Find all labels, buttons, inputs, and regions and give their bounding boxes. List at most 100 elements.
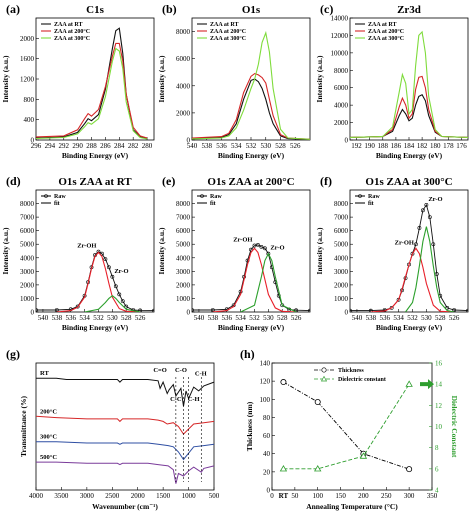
raw-point xyxy=(368,308,373,312)
thickness-point xyxy=(280,379,287,386)
y-tick-label: 6000 xyxy=(176,227,191,235)
x-axis-label: Wavenumber (cm⁻¹) xyxy=(92,502,158,511)
x-tick-label: 280 xyxy=(142,142,153,150)
raw-point xyxy=(424,203,429,207)
x-tick-label: 288 xyxy=(86,142,97,150)
y-tick-label: 0 xyxy=(31,309,35,317)
y-tick-label: 8000 xyxy=(176,28,191,36)
legend-label: ZAA at RT xyxy=(210,22,238,28)
x-tick-label: 536 xyxy=(221,314,232,322)
y-tick-label: 5000 xyxy=(176,241,191,249)
y2-tick-label: 14 xyxy=(435,381,443,389)
raw-point xyxy=(152,308,154,312)
y-tick-label: 400 xyxy=(24,116,35,124)
legend-label: ZAA at 300°C xyxy=(54,35,90,42)
x-tick-label: 500 xyxy=(209,492,220,500)
panel-title: O1s xyxy=(242,4,261,16)
y-tick-label: 1200 xyxy=(20,76,35,84)
x-tick-label: 530 xyxy=(107,314,118,322)
x-tick-label: 0 xyxy=(270,492,274,500)
x-tick-label: 190 xyxy=(364,142,375,150)
raw-point xyxy=(138,308,143,312)
raw-point xyxy=(96,249,101,254)
x-tick-label: 538 xyxy=(202,142,213,150)
raw-point xyxy=(36,308,38,312)
panel-label: (f) xyxy=(320,174,332,188)
series-label: 300°C xyxy=(40,434,57,441)
x-tick-label: 188 xyxy=(378,142,389,150)
x-tick-label: 530 xyxy=(263,314,274,322)
x-tick-label: 296 xyxy=(31,142,42,150)
y-tick-label: 7000 xyxy=(334,214,349,222)
legend-marker xyxy=(44,194,48,198)
x-tick-label: 540 xyxy=(352,314,363,322)
x-tick-label: 50 xyxy=(291,492,299,500)
legend-label: fit xyxy=(210,201,216,207)
y-tick-label: 20 xyxy=(263,468,271,476)
y-tick-label: 800 xyxy=(24,96,35,104)
y-tick-label: 2000 xyxy=(334,281,349,289)
x-tick-label: 186 xyxy=(391,142,402,150)
x-tick-label: 1000 xyxy=(182,492,197,500)
x-tick-label: 532 xyxy=(246,142,257,150)
y-tick-label: 8000 xyxy=(334,67,349,75)
x-tick-label: 290 xyxy=(72,142,83,150)
y-tick-label: 2000 xyxy=(20,35,35,43)
x-tick-label: 176 xyxy=(456,142,467,150)
series-label: 200°C xyxy=(40,408,57,415)
series-label: RT xyxy=(40,370,49,377)
y-axis-label: Transmittance (%) xyxy=(19,396,28,457)
raw-point xyxy=(417,226,422,230)
arrow-icon xyxy=(420,379,434,390)
y-tick-label: 100 xyxy=(260,396,271,404)
y2-axis-label: Dielectric Constant xyxy=(450,396,459,458)
series-line-zaa-at-200-c xyxy=(350,75,468,138)
y-tick-label: 8000 xyxy=(176,200,191,208)
panel-e: (e) O1s ZAA at 200°C 540 538 536 534 532 530 528… xyxy=(157,174,311,332)
y2-tick-label: 6 xyxy=(435,465,439,473)
x-tick-label: 540 xyxy=(38,314,49,322)
x-tick-label: 526 xyxy=(291,314,302,322)
x-tick-label: 350 xyxy=(427,492,438,500)
x-tick-label: 150 xyxy=(335,492,346,500)
legend-label: ZAA at 300°C xyxy=(368,35,404,42)
x-tick-label: 540 xyxy=(194,314,205,322)
raw-point xyxy=(110,274,115,279)
dielectric-point xyxy=(314,465,322,472)
x-tick-label: 532 xyxy=(249,314,260,322)
raw-point xyxy=(466,308,468,312)
y2-tick-label: 8 xyxy=(435,444,439,452)
y-tick-label: 140 xyxy=(260,360,271,368)
series-line-fit xyxy=(370,247,455,312)
x-axis-label: Binding Energy (eV) xyxy=(218,323,285,332)
peak-label: Zr-O xyxy=(114,268,128,275)
legend-label: ZAA at 200°C xyxy=(210,28,246,35)
raw-point xyxy=(256,242,260,247)
legend-marker xyxy=(320,375,328,382)
y-tick-label: 2000 xyxy=(176,109,191,117)
x-tick-label: 3500 xyxy=(54,492,69,500)
y-tick-label: 0 xyxy=(187,309,191,317)
x-tick-label: 534 xyxy=(393,314,404,322)
y-tick-label: 3000 xyxy=(176,268,191,276)
x-tick-label: 300 xyxy=(404,492,415,500)
raw-point xyxy=(106,265,111,270)
plot-frame xyxy=(349,189,469,313)
x-tick-label: 2500 xyxy=(105,492,120,500)
legend-label: fit xyxy=(54,201,60,207)
band-label: C-O xyxy=(175,367,187,374)
x-tick-label: 282 xyxy=(128,142,139,150)
raw-point xyxy=(249,247,253,252)
x-tick-label: 3000 xyxy=(80,492,95,500)
raw-point xyxy=(120,299,125,304)
series-line-zr-o xyxy=(405,226,455,312)
y-tick-label: 4000 xyxy=(20,254,35,262)
x-tick-label: RT xyxy=(279,492,289,500)
x-tick-label: 538 xyxy=(208,314,219,322)
raw-point xyxy=(75,304,80,309)
